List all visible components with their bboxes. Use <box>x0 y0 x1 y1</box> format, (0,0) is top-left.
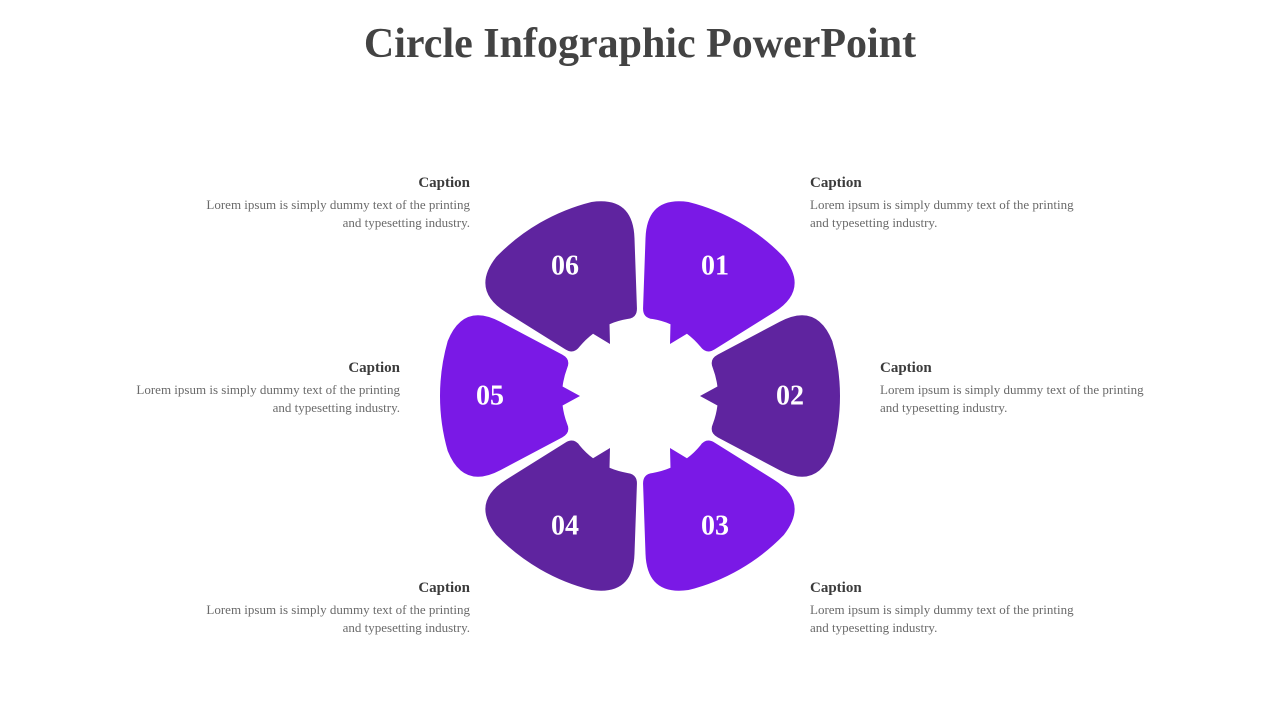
caption-body: Lorem ipsum is simply dummy text of the … <box>190 196 470 231</box>
petal-number-05: 05 <box>476 380 504 411</box>
petal-number-06: 06 <box>551 251 579 282</box>
caption-body: Lorem ipsum is simply dummy text of the … <box>120 381 400 416</box>
caption-block-01: Caption Lorem ipsum is simply dummy text… <box>810 175 1090 231</box>
caption-body: Lorem ipsum is simply dummy text of the … <box>880 381 1160 416</box>
caption-title: Caption <box>810 175 1090 192</box>
caption-title: Caption <box>880 360 1160 377</box>
caption-title: Caption <box>810 580 1090 597</box>
petal-svg: 01 02 03 04 05 06 <box>430 186 850 606</box>
slide-title: Circle Infographic PowerPoint <box>0 20 1280 68</box>
petal-number-04: 04 <box>551 510 579 541</box>
petal-number-03: 03 <box>701 510 729 541</box>
caption-block-02: Caption Lorem ipsum is simply dummy text… <box>880 360 1160 416</box>
petal-number-01: 01 <box>701 251 729 282</box>
petal-number-02: 02 <box>776 380 804 411</box>
caption-title: Caption <box>190 175 470 192</box>
caption-body: Lorem ipsum is simply dummy text of the … <box>810 196 1090 231</box>
caption-block-06: Caption Lorem ipsum is simply dummy text… <box>190 175 470 231</box>
caption-title: Caption <box>120 360 400 377</box>
caption-block-04: Caption Lorem ipsum is simply dummy text… <box>190 580 470 636</box>
slide: Circle Infographic PowerPoint 01 02 03 04 05… <box>0 0 1280 720</box>
circle-diagram: 01 02 03 04 05 06 <box>430 186 850 606</box>
caption-title: Caption <box>190 580 470 597</box>
caption-block-05: Caption Lorem ipsum is simply dummy text… <box>120 360 400 416</box>
caption-block-03: Caption Lorem ipsum is simply dummy text… <box>810 580 1090 636</box>
caption-body: Lorem ipsum is simply dummy text of the … <box>810 601 1090 636</box>
caption-body: Lorem ipsum is simply dummy text of the … <box>190 601 470 636</box>
